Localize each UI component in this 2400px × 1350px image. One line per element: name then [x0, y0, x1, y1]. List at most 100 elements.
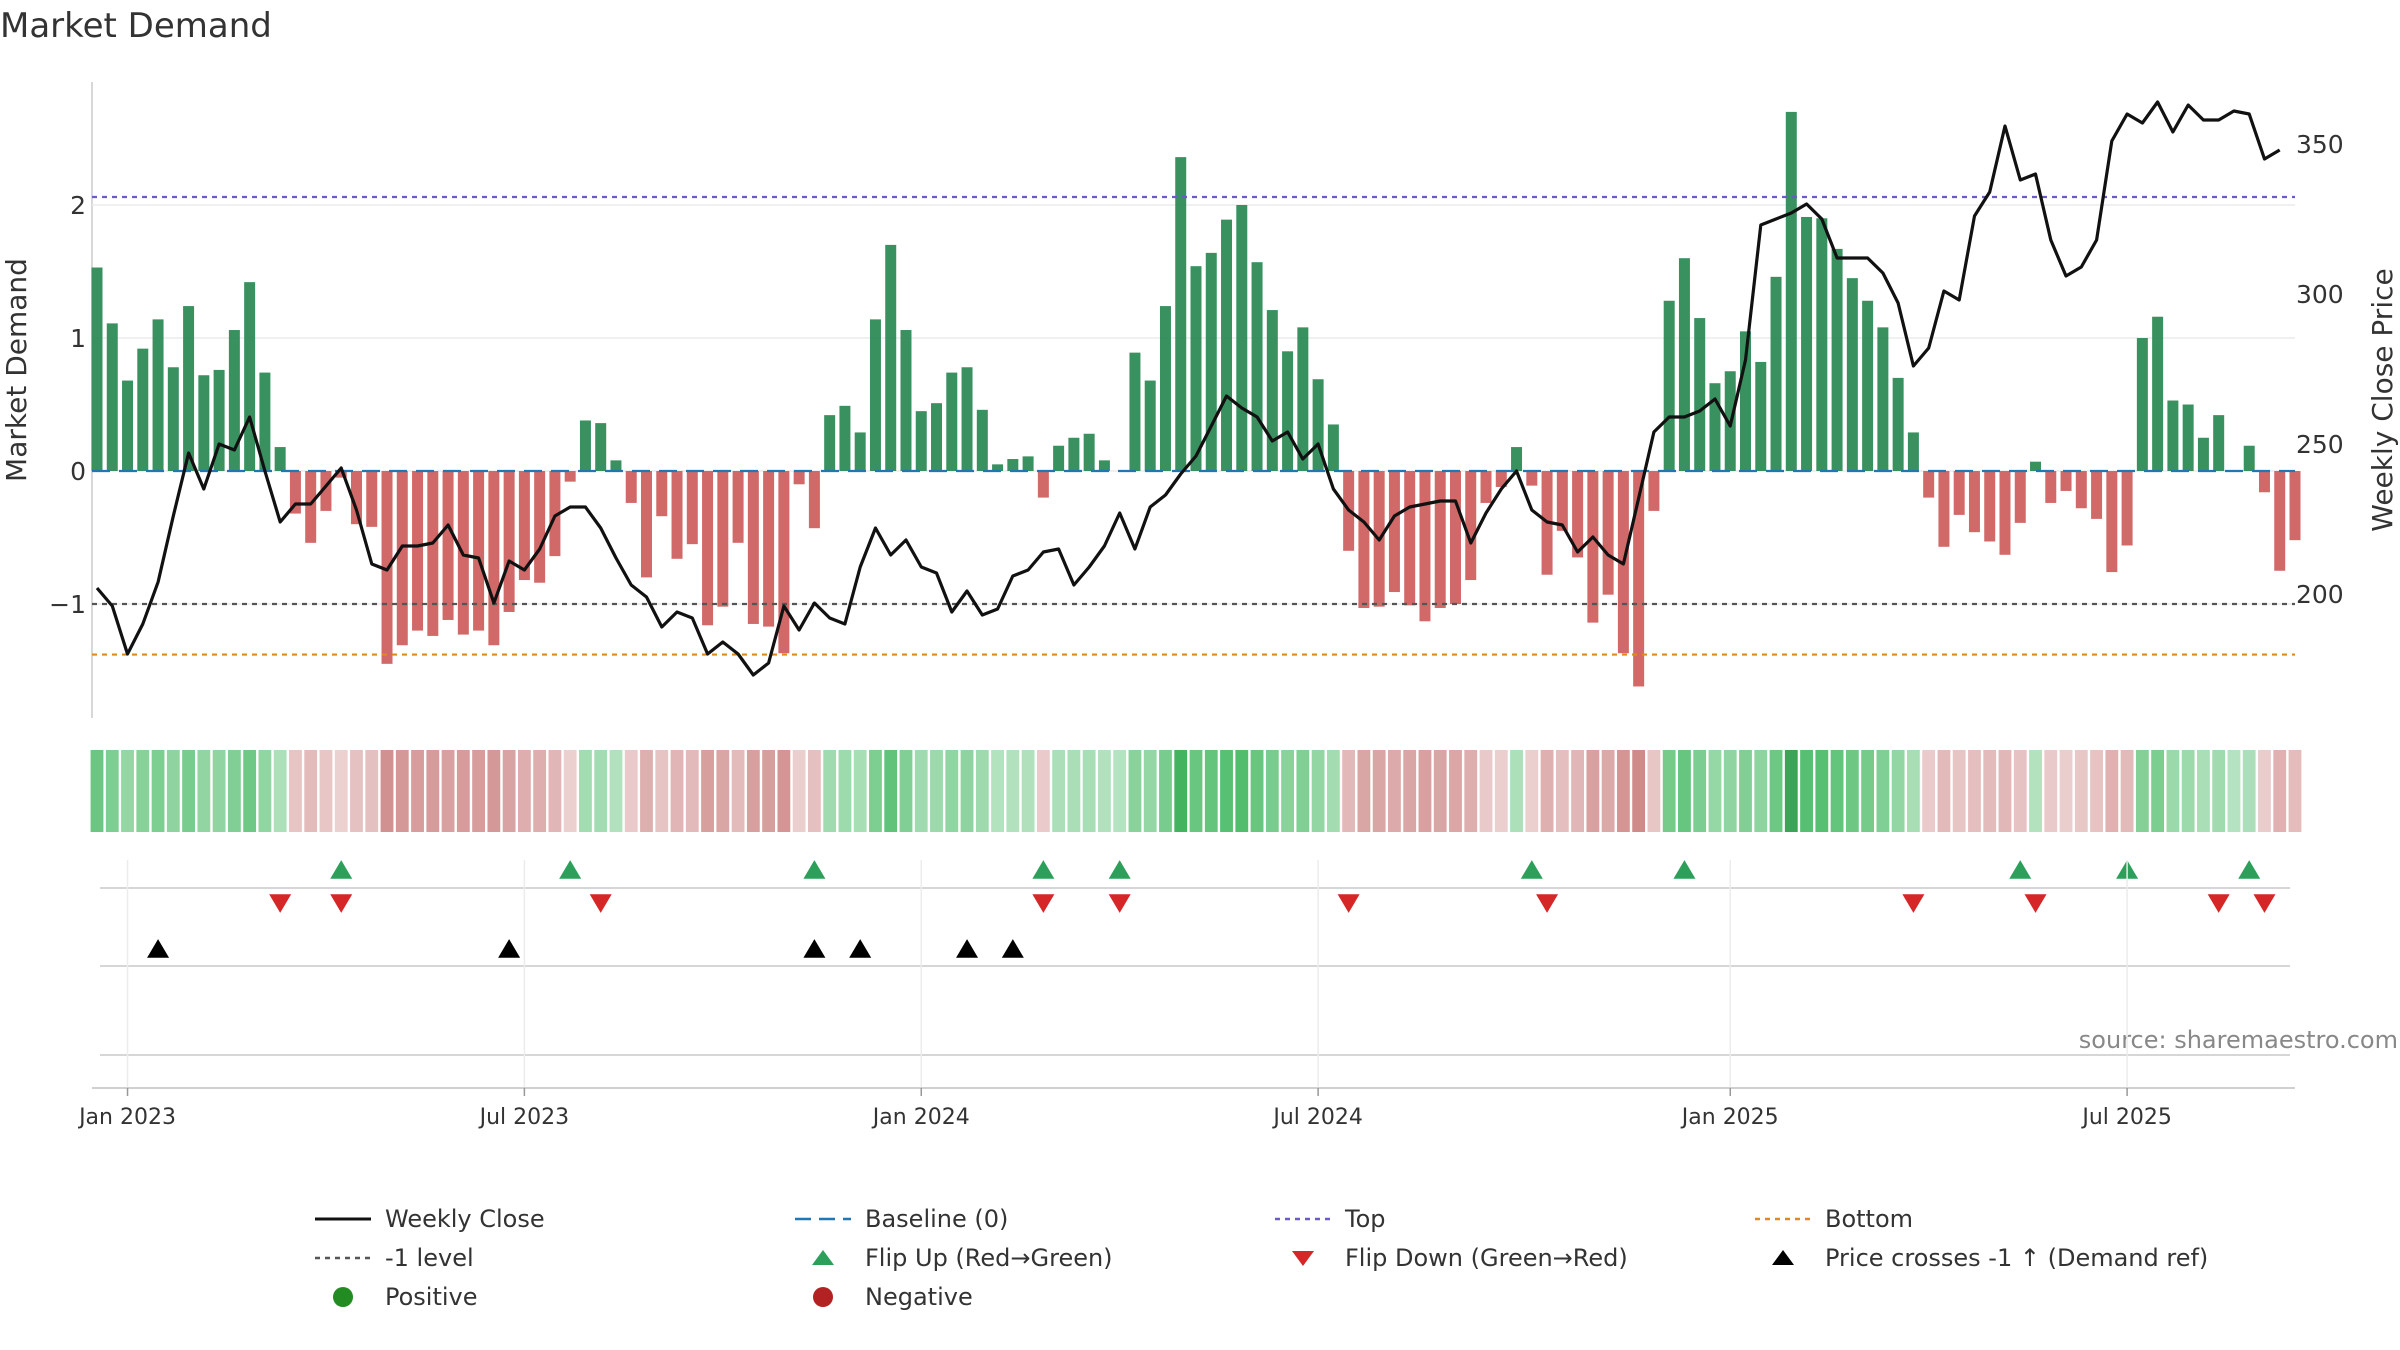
demand-bar-positive: [854, 432, 866, 471]
heat-cell: [975, 750, 989, 832]
heat-cell: [1616, 750, 1630, 832]
heat-cell: [517, 750, 531, 832]
heat-cell: [563, 750, 577, 832]
heat-cell: [2258, 750, 2271, 832]
flip-down-marker: [2024, 894, 2047, 913]
heat-cell: [258, 750, 272, 832]
demand-bar-positive: [1297, 327, 1309, 471]
heat-cell: [1403, 750, 1417, 832]
demand-bar-positive: [1709, 383, 1721, 471]
heat-cell: [1861, 750, 1875, 832]
demand-bar-negative: [2045, 471, 2057, 503]
legend-item-close: Weekly Close: [313, 1205, 545, 1233]
demand-bar-positive: [1236, 205, 1248, 471]
heat-cell: [1800, 750, 1813, 832]
heat-cell: [670, 750, 684, 832]
heat-cell: [853, 750, 867, 832]
main-plot: 2 1 0 −1 350 300 250 200: [49, 82, 2344, 718]
demand-bar-negative: [518, 471, 530, 581]
heat-cell: [1739, 750, 1752, 832]
heat-cell: [579, 750, 592, 832]
demand-bar-negative: [289, 471, 301, 514]
legend-item-neg: Negative: [793, 1283, 973, 1311]
demand-bar-positive: [1801, 216, 1813, 471]
heat-cell: [151, 750, 165, 832]
demand-bar-positive: [1129, 352, 1141, 471]
x-tick-label: Jul 2023: [478, 1105, 570, 1130]
demand-bar-positive: [1175, 157, 1187, 471]
demand-bar-negative: [1953, 471, 1965, 515]
demand-bar-positive: [152, 319, 164, 471]
heat-cell: [1922, 750, 1936, 832]
heat-cell: [2074, 750, 2088, 832]
demand-bar-positive: [274, 447, 286, 471]
legend-swatch-baseline-icon: [793, 1207, 853, 1231]
heat-cell: [930, 750, 943, 832]
price-cross-marker: [498, 939, 521, 958]
heat-cell: [1723, 750, 1737, 832]
heat-cell: [899, 750, 913, 832]
legend-swatch-cross-icon: [1753, 1246, 1813, 1270]
legend-label: -1 level: [385, 1244, 474, 1272]
heat-cell: [1418, 750, 1432, 832]
demand-bar-positive: [259, 372, 271, 471]
legend-label: Weekly Close: [385, 1205, 545, 1233]
heat-cell: [1052, 750, 1066, 832]
demand-bar-positive: [198, 375, 210, 471]
demand-bar-positive: [2197, 437, 2209, 471]
demand-bar-positive: [1511, 447, 1523, 471]
demand-bar-positive: [1327, 424, 1339, 471]
heat-cell: [1128, 750, 1142, 832]
heat-cell: [1464, 750, 1478, 832]
heat-cell: [1998, 750, 2012, 832]
heat-cell: [1281, 750, 1294, 832]
x-tick-label: Jul 2025: [2080, 1105, 2172, 1130]
heat-cell: [2166, 750, 2180, 832]
heat-cell: [762, 750, 776, 832]
flip-down-marker: [1108, 894, 1131, 913]
heat-cell: [1159, 750, 1172, 832]
x-axis: Jan 2023 Jul 2023 Jan 2024 Jul 2024 Jan 2025…: [77, 860, 2295, 1130]
legend-label: Negative: [865, 1283, 973, 1311]
heat-cell: [1510, 750, 1523, 832]
heat-cell: [121, 750, 134, 832]
y2-axis-label: Weekly Close Price: [2366, 268, 2399, 531]
legend-label: Flip Up (Red→Green): [865, 1244, 1113, 1272]
legend-item-pos: Positive: [313, 1283, 478, 1311]
heat-cell: [914, 750, 928, 832]
demand-bar-positive: [1007, 459, 1019, 471]
heat-cell: [1525, 750, 1539, 832]
heat-cell: [395, 750, 409, 832]
demand-bar-positive: [1770, 276, 1782, 471]
heat-cell: [1113, 750, 1127, 832]
y-tick-label: 0: [70, 457, 86, 486]
demand-bar-positive: [1221, 219, 1233, 471]
heat-cell: [166, 750, 180, 832]
heat-cell: [2288, 750, 2302, 832]
heat-cell: [701, 750, 714, 832]
heat-cell: [2227, 750, 2241, 832]
demand-bar-negative: [1495, 471, 1507, 487]
demand-bar-negative: [1388, 471, 1400, 593]
demand-bar-negative: [1556, 471, 1568, 531]
heat-cell: [212, 750, 226, 832]
legend-item-up: Flip Up (Red→Green): [793, 1244, 1113, 1272]
price-cross-marker: [956, 939, 979, 958]
demand-bar-positive: [1098, 460, 1110, 471]
heat-cell: [1143, 750, 1157, 832]
heat-cell: [685, 750, 699, 832]
demand-bar-positive: [137, 348, 149, 471]
heat-cell: [609, 750, 623, 832]
demand-bar-positive: [2213, 415, 2225, 471]
heat-cell: [838, 750, 852, 832]
heat-cell: [334, 750, 348, 832]
heat-cell: [869, 750, 882, 832]
demand-bar-positive: [2136, 338, 2148, 471]
demand-heat-strip: [90, 750, 2302, 832]
heat-cell: [655, 750, 669, 832]
demand-bar-positive: [1678, 258, 1690, 471]
legend: Weekly Close Baseline (0) Top Bottom -1 leve…: [0, 1205, 2400, 1325]
heat-cell: [1311, 750, 1325, 832]
flip-up-marker: [2009, 860, 2032, 879]
flip-up-marker: [559, 860, 582, 879]
